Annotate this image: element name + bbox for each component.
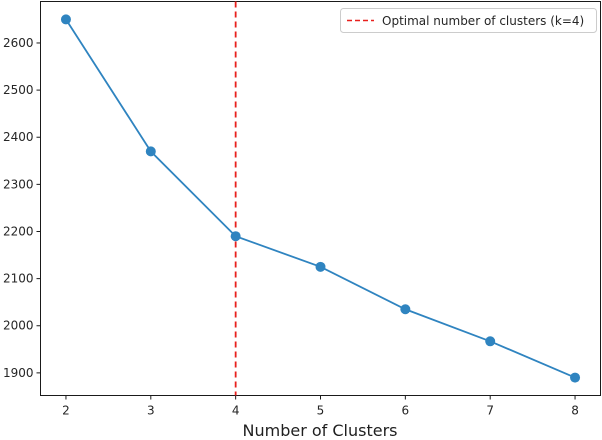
y-tick-label: 2200 [3,224,34,238]
x-tick-label: 4 [232,404,240,418]
data-point [315,261,326,272]
x-tick-label: 2 [62,404,70,418]
y-tick-label: 2400 [3,130,34,144]
x-tick-label: 7 [486,404,494,418]
x-axis-title: Number of Clusters [243,421,398,440]
series [60,14,581,383]
data-point [60,14,71,25]
y-tick-label: 1900 [3,366,34,380]
legend: Optimal number of clusters (k=4) [340,8,597,33]
data-point [145,146,156,157]
x-axis-ticks: 2 3 4 5 6 7 8 [62,395,579,418]
data-point [230,231,241,242]
data-point [485,336,496,347]
y-tick-label: 2000 [3,319,34,333]
x-tick-label: 6 [402,404,410,418]
y-tick-label: 2300 [3,177,34,191]
legend-box [340,8,597,33]
x-tick-label: 8 [571,404,579,418]
y-tick-label: 2100 [3,272,34,286]
plot-area [40,1,601,396]
x-tick-label: 3 [147,404,155,418]
y-tick-label: 2500 [3,83,34,97]
legend-label: Optimal number of clusters (k=4) [382,14,584,28]
x-tick-label: 5 [317,404,325,418]
y-tick-label: 2600 [3,36,34,50]
y-axis-ticks: 1900 2000 2100 2200 2300 2400 2500 2600 [3,36,41,380]
data-point [400,304,411,315]
data-point [570,372,581,383]
